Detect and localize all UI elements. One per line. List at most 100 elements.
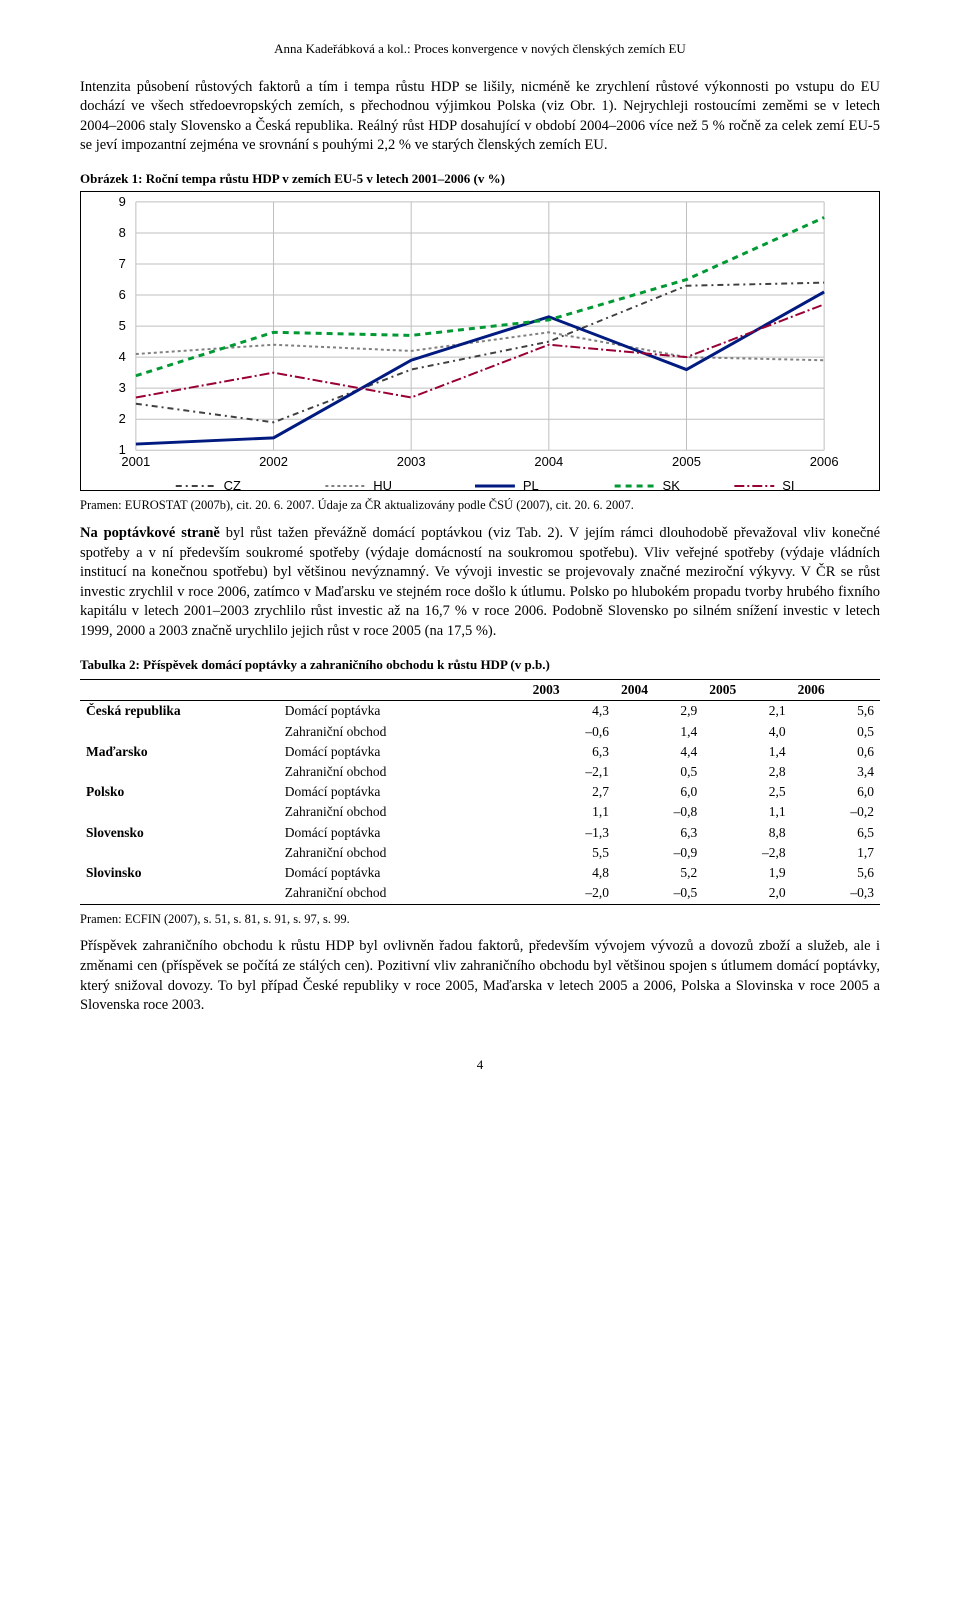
table-cell: 1,1	[703, 802, 791, 822]
table-cell: –0,3	[792, 883, 880, 904]
table-cell: Česká republika	[80, 701, 279, 722]
table-cell	[80, 722, 279, 742]
svg-text:2006: 2006	[810, 455, 839, 470]
table-cell: 2,9	[615, 701, 703, 722]
svg-text:7: 7	[119, 256, 126, 271]
table-cell: Domácí poptávka	[279, 782, 527, 802]
table-cell: 8,8	[703, 823, 791, 843]
table-row: MaďarskoDomácí poptávka6,34,41,40,6	[80, 742, 880, 762]
table-header	[80, 680, 279, 701]
figure-1-caption: Obrázek 1: Roční tempa růstu HDP v zemíc…	[80, 170, 880, 188]
table-row: Zahraniční obchod–2,10,52,83,4	[80, 762, 880, 782]
table-cell: 2,0	[703, 883, 791, 904]
table-cell: 2,7	[527, 782, 615, 802]
table-cell: 5,2	[615, 863, 703, 883]
table-cell: 0,6	[792, 742, 880, 762]
table-cell: Zahraniční obchod	[279, 883, 527, 904]
table-row: Česká republikaDomácí poptávka4,32,92,15…	[80, 701, 880, 722]
table-cell: –2,0	[527, 883, 615, 904]
table-row: Zahraniční obchod–2,0–0,52,0–0,3	[80, 883, 880, 904]
table-cell: Slovinsko	[80, 863, 279, 883]
table-cell: Zahraniční obchod	[279, 762, 527, 782]
table-cell: –0,2	[792, 802, 880, 822]
svg-text:2003: 2003	[397, 455, 426, 470]
table-row: SlovinskoDomácí poptávka4,85,21,95,6	[80, 863, 880, 883]
table-cell: 5,6	[792, 863, 880, 883]
table-row: Zahraniční obchod–0,61,44,00,5	[80, 722, 880, 742]
table-cell: 6,3	[527, 742, 615, 762]
table-cell: 4,4	[615, 742, 703, 762]
svg-text:2: 2	[119, 412, 126, 427]
table-cell: Domácí poptávka	[279, 742, 527, 762]
para2-lead: Na poptávkové straně	[80, 525, 220, 541]
table-cell: 4,0	[703, 722, 791, 742]
table-2-caption: Tabulka 2: Příspěvek domácí poptávky a z…	[80, 656, 880, 674]
table-cell	[80, 762, 279, 782]
table-cell: 4,3	[527, 701, 615, 722]
table-cell: 6,0	[615, 782, 703, 802]
table-cell: 1,4	[703, 742, 791, 762]
table-cell: Zahraniční obchod	[279, 802, 527, 822]
table-cell: Domácí poptávka	[279, 823, 527, 843]
table-cell: 1,7	[792, 843, 880, 863]
svg-text:PL: PL	[523, 478, 539, 490]
svg-text:2002: 2002	[259, 455, 288, 470]
table-header: 2006	[792, 680, 880, 701]
svg-text:HU: HU	[373, 478, 392, 490]
table-cell: Zahraniční obchod	[279, 722, 527, 742]
table-cell: 6,5	[792, 823, 880, 843]
para2-body: byl růst tažen převážně domácí poptávkou…	[80, 525, 880, 639]
table-cell: –2,8	[703, 843, 791, 863]
table-cell: –1,3	[527, 823, 615, 843]
table-cell: 5,6	[792, 701, 880, 722]
table-row: PolskoDomácí poptávka2,76,02,56,0	[80, 782, 880, 802]
svg-text:3: 3	[119, 381, 126, 396]
table-cell: 4,8	[527, 863, 615, 883]
paragraph-1: Intenzita působení růstových faktorů a t…	[80, 78, 880, 156]
table-cell: 6,0	[792, 782, 880, 802]
table-header: 2004	[615, 680, 703, 701]
table-cell: 2,5	[703, 782, 791, 802]
table-row: Zahraniční obchod5,5–0,9–2,81,7	[80, 843, 880, 863]
svg-text:SI: SI	[782, 478, 794, 490]
table-cell: –0,8	[615, 802, 703, 822]
running-header: Anna Kadeřábková a kol.: Proces konverge…	[80, 40, 880, 58]
svg-text:8: 8	[119, 225, 126, 240]
table-cell: 1,1	[527, 802, 615, 822]
svg-text:6: 6	[119, 287, 126, 302]
svg-text:2004: 2004	[534, 455, 563, 470]
table-cell: Polsko	[80, 782, 279, 802]
table-row: SlovenskoDomácí poptávka–1,36,38,86,5	[80, 823, 880, 843]
table-2-source: Pramen: ECFIN (2007), s. 51, s. 81, s. 9…	[80, 911, 880, 928]
svg-text:CZ: CZ	[224, 478, 241, 490]
table-header: 2003	[527, 680, 615, 701]
figure-1-source: Pramen: EUROSTAT (2007b), cit. 20. 6. 20…	[80, 497, 880, 514]
table-cell	[80, 883, 279, 904]
svg-text:9: 9	[119, 194, 126, 209]
table-cell	[80, 843, 279, 863]
table-cell: Maďarsko	[80, 742, 279, 762]
page-number: 4	[80, 1056, 880, 1074]
svg-text:2001: 2001	[121, 455, 150, 470]
table-cell: –2,1	[527, 762, 615, 782]
table-cell: 2,8	[703, 762, 791, 782]
table-cell	[80, 802, 279, 822]
table-cell: 3,4	[792, 762, 880, 782]
table-cell: 1,4	[615, 722, 703, 742]
table-cell: Domácí poptávka	[279, 863, 527, 883]
table-cell: 0,5	[792, 722, 880, 742]
paragraph-2: Na poptávkové straně byl růst tažen přev…	[80, 524, 880, 641]
table-2: 2003200420052006Česká republikaDomácí po…	[80, 679, 880, 904]
table-header: 2005	[703, 680, 791, 701]
table-cell: 5,5	[527, 843, 615, 863]
table-cell: Domácí poptávka	[279, 701, 527, 722]
table-cell: 6,3	[615, 823, 703, 843]
table-cell: 2,1	[703, 701, 791, 722]
table-cell: –0,5	[615, 883, 703, 904]
svg-text:5: 5	[119, 318, 126, 333]
paragraph-3: Příspěvek zahraničního obchodu k růstu H…	[80, 937, 880, 1015]
table-header	[279, 680, 527, 701]
figure-1-chart: 123456789200120022003200420052006CZHUPLS…	[80, 191, 880, 491]
table-cell: 0,5	[615, 762, 703, 782]
svg-text:4: 4	[119, 349, 126, 364]
